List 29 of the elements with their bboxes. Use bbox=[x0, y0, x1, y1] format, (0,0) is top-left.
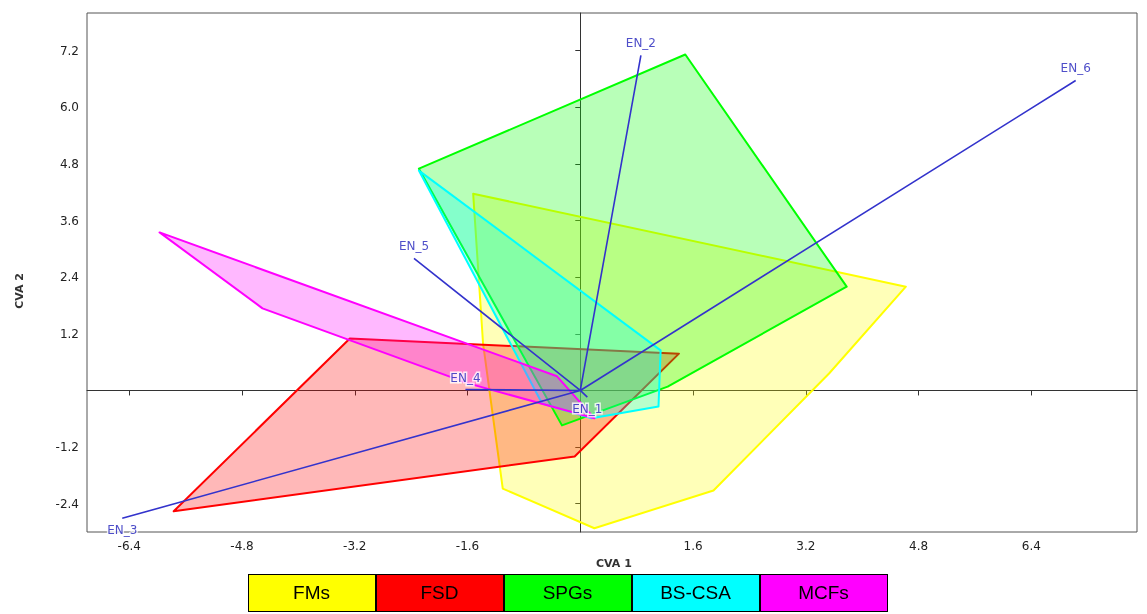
annotation: EN_6 bbox=[1060, 61, 1091, 76]
y-tick-label: 6.0 bbox=[59, 100, 79, 115]
y-tick-label: -1.2 bbox=[55, 440, 79, 455]
y-tick-label: 7.2 bbox=[59, 43, 79, 58]
x-tick-label: -1.6 bbox=[455, 539, 480, 553]
annotation: EN_2 bbox=[625, 36, 656, 51]
y-tick-label: 2.4 bbox=[59, 270, 79, 285]
x-tick-label: 3.2 bbox=[796, 539, 816, 553]
y-tick-label: 3.6 bbox=[59, 213, 79, 228]
text: FMs bbox=[247, 574, 376, 612]
text: SPGs bbox=[503, 574, 632, 612]
text: MCFs bbox=[759, 574, 888, 612]
x-tick-label: 1.6 bbox=[683, 539, 703, 553]
y-tick-label: -2.4 bbox=[55, 496, 79, 511]
y-tick-label: 1.2 bbox=[59, 326, 79, 341]
text: BS-CSA bbox=[631, 574, 760, 612]
annotation: EN_4 bbox=[450, 370, 481, 385]
annotation: EN_3 bbox=[107, 523, 138, 538]
x-tick-label: 6.4 bbox=[1021, 539, 1041, 553]
x-axis-title: CVA 1 bbox=[596, 557, 632, 570]
x-tick-label: 4.8 bbox=[909, 539, 929, 553]
annotation: EN_1 bbox=[572, 402, 603, 417]
y-axis-title: CVA 2 bbox=[13, 272, 26, 309]
annotation: EN_5 bbox=[398, 239, 430, 254]
y-tick-label: 4.8 bbox=[59, 156, 79, 171]
x-tick-label: -4.8 bbox=[230, 539, 254, 553]
x-tick-label: -3.2 bbox=[343, 539, 367, 553]
text: FSD bbox=[375, 574, 504, 612]
x-tick-label: -6.4 bbox=[117, 539, 141, 553]
